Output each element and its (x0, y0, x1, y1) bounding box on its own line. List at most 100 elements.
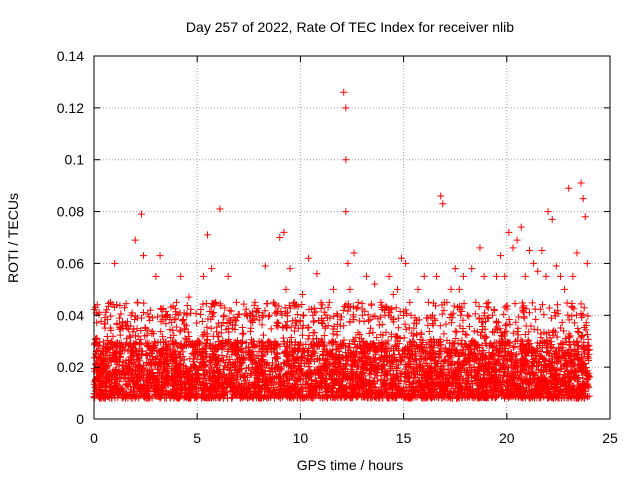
scatter-point (420, 347, 428, 355)
scatter-point (553, 333, 561, 341)
scatter-point (172, 340, 180, 348)
scatter-point (265, 313, 273, 321)
scatter-point (489, 343, 497, 351)
scatter-point (349, 313, 357, 321)
scatter-point (460, 300, 468, 308)
scatter-point (310, 318, 318, 326)
scatter-point (209, 378, 217, 386)
scatter-point (172, 323, 180, 331)
scatter-point (442, 320, 450, 328)
scatter-point (197, 310, 205, 318)
scatter-point (238, 330, 246, 338)
scatter-point (116, 331, 124, 339)
scatter-point (360, 317, 368, 325)
scatter-point (109, 332, 117, 340)
scatter-point (561, 334, 569, 342)
scatter-point (509, 344, 517, 352)
scatter-point (255, 316, 263, 324)
scatter-point (162, 320, 170, 328)
scatter-point (358, 300, 366, 308)
scatter-point (564, 311, 572, 319)
scatter-point (536, 305, 544, 313)
scatter-point (299, 312, 307, 320)
scatter-point (373, 333, 381, 341)
scatter-point (392, 304, 400, 312)
scatter-point (502, 322, 510, 330)
scatter-point (135, 345, 143, 353)
scatter-point (137, 327, 145, 335)
scatter-point (340, 322, 348, 330)
scatter-point (461, 340, 469, 348)
scatter-point (274, 323, 282, 331)
scatter-point (580, 338, 588, 346)
scatter-point (446, 313, 454, 321)
scatter-point (509, 329, 517, 337)
scatter-point (367, 301, 375, 309)
scatter-point (267, 325, 275, 333)
scatter-point (570, 338, 578, 346)
scatter-point (583, 331, 591, 339)
scatter-point (565, 316, 573, 324)
scatter-point (550, 327, 558, 335)
scatter-point (131, 316, 139, 324)
scatter-point (375, 321, 383, 329)
scatter-point (121, 304, 129, 312)
scatter-point (183, 301, 191, 309)
scatter-point (261, 307, 269, 315)
chart-title: Day 257 of 2022, Rate Of TEC Index for r… (186, 19, 514, 35)
scatter-point (513, 328, 521, 336)
scatter-point (551, 308, 559, 316)
scatter-point (140, 299, 148, 307)
scatter-point (502, 327, 510, 335)
scatter-point (107, 312, 115, 320)
scatter-point (198, 318, 206, 326)
scatter-point (271, 354, 279, 362)
scatter-point (333, 331, 341, 339)
scatter-point (414, 344, 422, 352)
scatter-point (131, 341, 139, 349)
scatter-point (287, 362, 295, 370)
scatter-point (116, 301, 124, 309)
scatter-point (545, 304, 553, 312)
scatter-point (563, 299, 571, 307)
scatter-point (411, 314, 419, 322)
scatter-point (408, 329, 416, 337)
scatter-point (438, 310, 446, 318)
scatter-point (475, 302, 483, 310)
scatter-point (400, 334, 408, 342)
scatter-point (157, 328, 165, 336)
scatter-point (179, 317, 187, 325)
scatter-point (557, 324, 565, 332)
scatter-point (225, 315, 233, 323)
scatter-point (272, 355, 280, 363)
scatter-point (202, 299, 210, 307)
scatter-point (180, 356, 188, 364)
scatter-point (226, 306, 234, 314)
scatter-point (471, 310, 479, 318)
scatter-point (255, 347, 263, 355)
scatter-point (537, 348, 545, 356)
scatter-point (442, 356, 450, 364)
scatter-point (573, 354, 581, 362)
scatter-point (574, 327, 582, 335)
scatter-point (316, 355, 324, 363)
scatter-point (532, 315, 540, 323)
scatter-point (200, 328, 208, 336)
scatter-point (451, 327, 459, 335)
scatter-point (271, 300, 279, 308)
scatter-point (207, 324, 215, 332)
scatter-point (584, 335, 592, 343)
scatter-point (514, 324, 522, 332)
scatter-point (378, 320, 386, 328)
scatter-point (305, 332, 313, 340)
scatter-point (250, 301, 258, 309)
scatter-point (238, 324, 246, 332)
scatter-point (577, 300, 585, 308)
scatter-point (449, 309, 457, 317)
scatter-point (477, 331, 485, 339)
scatter-point (226, 319, 234, 327)
scatter-point (470, 327, 478, 335)
scatter-point (224, 347, 232, 355)
scatter-point (447, 319, 455, 327)
